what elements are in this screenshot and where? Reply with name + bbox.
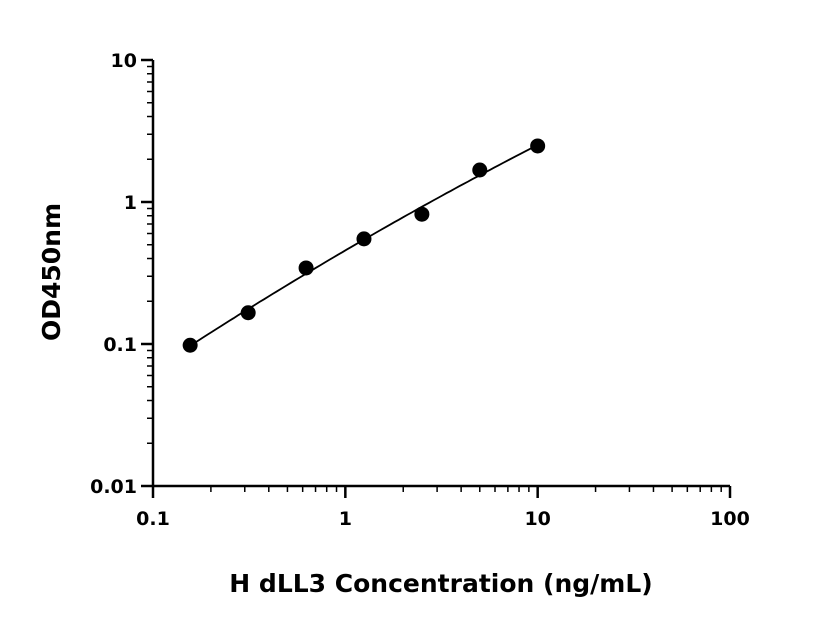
data-point [356,231,372,247]
data-points [182,138,546,353]
data-point [414,206,430,222]
y-axis-title: OD450nm [37,203,66,341]
x-tick-label: 100 [710,508,750,530]
data-point [472,162,488,178]
x-tick-label: 10 [524,508,550,530]
y-tick-label: 0.01 [90,476,137,498]
y-tick-label: 1 [124,192,137,214]
data-point [240,305,256,321]
x-axis-title: H dLL3 Concentration (ng/mL) [229,569,652,598]
data-point [182,337,198,353]
x-tick-label: 1 [339,508,352,530]
y-tick-label: 10 [111,50,137,72]
x-tick-label: 0.1 [136,508,170,530]
axes: 0.1 1 10 100 0.01 0.1 1 10 [90,50,750,530]
data-point [298,260,314,276]
data-point [530,138,546,154]
y-tick-label: 0.1 [103,334,137,356]
